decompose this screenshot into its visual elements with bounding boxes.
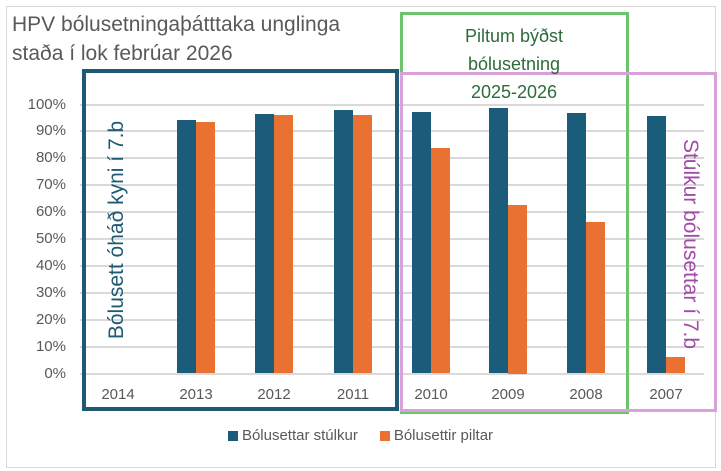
x-tick-label: 2013 [179,386,213,403]
gridline [80,264,704,267]
annotation-label-girls-vaccinated: Stúlkur bólusettar í 7.b [679,138,702,350]
gridline [80,211,704,214]
legend: Bólusettar stúlkur Bólusettir piltar [0,427,721,444]
bar-girls [255,113,274,374]
y-tick-label: 70% [35,176,66,194]
annotation-line-2: bólusetning [467,54,561,74]
x-tick-label: 2010 [414,386,448,403]
legend-item-girls: Bólusettar stúlkur [227,427,358,444]
gridline [80,345,704,348]
y-tick-label: 30% [35,283,66,301]
legend-label-girls: Bólusettar stúlkur [241,427,358,444]
bar-boys [508,205,527,374]
x-tick-label: 2012 [257,386,291,403]
gridline [80,291,704,294]
y-tick-label: 40% [35,256,66,274]
y-tick-label: 90% [35,122,66,140]
y-tick-label: 100% [27,95,66,113]
gridline [80,157,704,160]
x-tick-label: 2011 [336,386,370,403]
bar-boys [666,357,685,374]
y-tick-label: 20% [35,310,66,328]
gridline [80,318,704,321]
x-tick-label: 2008 [569,386,603,403]
gridline [80,372,704,375]
annotation-box-gender-neutral [82,69,399,411]
x-tick-label: 2007 [649,386,683,403]
legend-swatch-boys [379,430,390,441]
y-tick-label: 80% [35,149,66,167]
bar-boys [431,147,450,374]
x-tick-label: 2009 [491,386,525,403]
legend-swatch-girls [227,430,238,441]
annotation-line-1: Piltum býðst [464,26,564,46]
bar-girls [489,107,508,374]
bar-boys [274,115,293,374]
annotation-line-3: 2025-2026 [470,82,558,102]
y-tick-label: 10% [35,337,66,355]
gridline [80,103,704,106]
y-tick-label: 60% [35,203,66,221]
bar-boys [353,115,372,374]
annotation-label-gender-neutral: Bólusett óháð kyni í 7.b [105,120,128,340]
bar-girls [412,112,431,374]
y-tick-label: 0% [44,364,66,382]
legend-item-boys: Bólusettir piltar [379,427,494,444]
y-tick-label: 50% [35,230,66,247]
bar-girls [177,120,196,374]
gridline [80,130,704,133]
bar-boys [586,221,605,374]
gridline [80,238,704,240]
gridline [80,184,704,187]
chart-title-line-2: staða í lok febrúar 2026 [12,42,233,65]
bar-girls [647,115,666,374]
bar-girls [567,112,586,374]
chart-title: HPV bólusetningaþátttaka unglinga staða … [12,10,340,68]
legend-label-boys: Bólusettir piltar [393,427,494,444]
bar-girls [334,109,353,374]
bar-boys [196,121,215,374]
annotation-label-boys-offered: Piltum býðst bólusetning 2025-2026 [400,22,628,106]
chart-title-line-1: HPV bólusetningaþátttaka unglinga [12,13,341,36]
x-tick-label: 2014 [101,386,135,403]
annotation-box-girls-vaccinated [400,72,717,412]
